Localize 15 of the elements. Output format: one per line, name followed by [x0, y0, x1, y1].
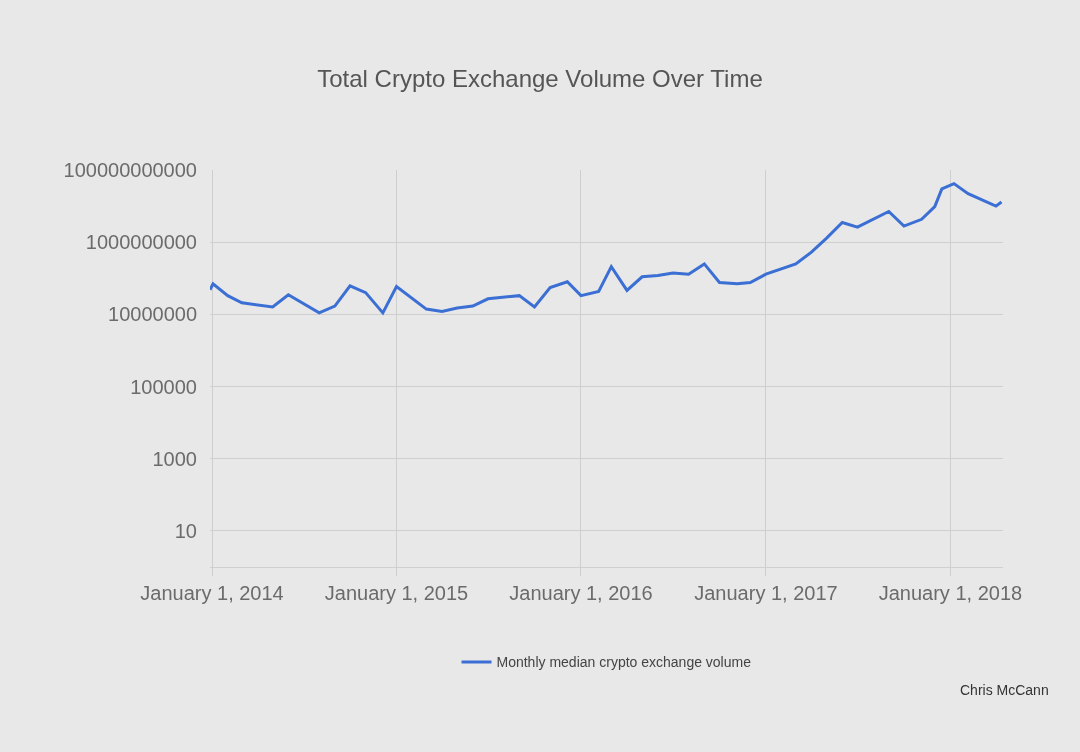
y-tick-label: 100000000000 — [63, 159, 197, 181]
line-series — [210, 182, 1003, 315]
y-tick-label: 1000 — [152, 447, 197, 470]
y-tick-label: 1000000000 — [85, 231, 197, 254]
y-tick-label: 10000000 — [108, 303, 197, 326]
x-tick-label: January 1, 2018 — [878, 582, 1023, 604]
x-tick-label: January 1, 2017 — [694, 582, 838, 604]
y-tick-label: 100000 — [130, 375, 197, 398]
legend-label: Monthly median crypto exchange volume — [496, 654, 752, 671]
x-tick-label: January 1, 2015 — [324, 582, 469, 604]
y-tick-label: 10 — [174, 519, 197, 542]
x-tick-label: January 1, 2014 — [140, 582, 284, 604]
text: Chris McCann — [960, 682, 1049, 698]
x-tick-label: January 1, 2016 — [509, 582, 653, 604]
chart-title: Total Crypto Exchange Volume Over Time — [317, 65, 763, 93]
